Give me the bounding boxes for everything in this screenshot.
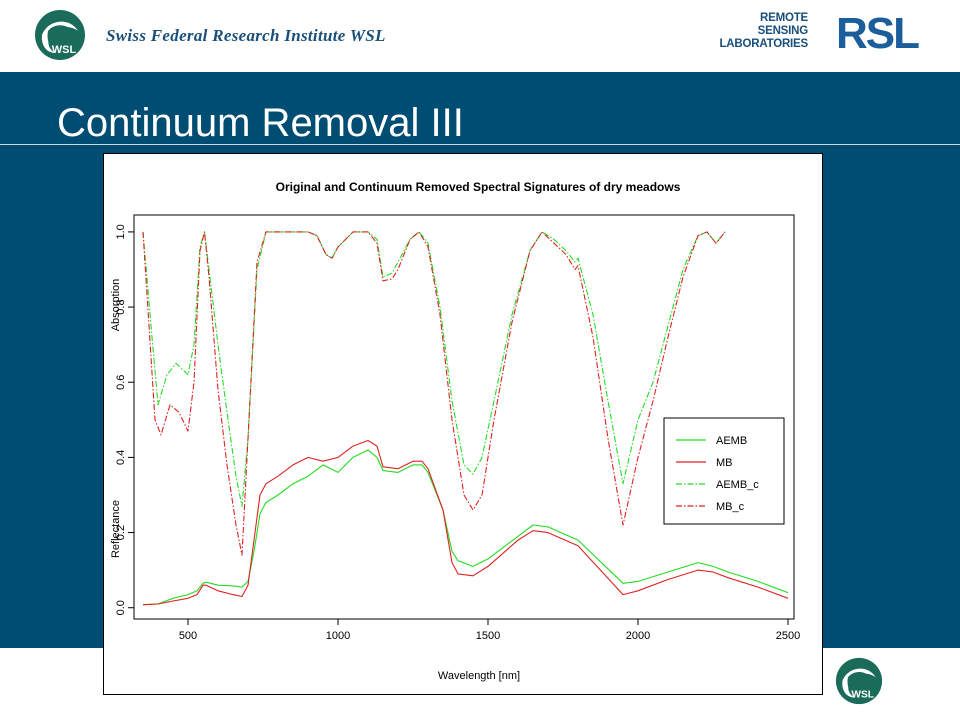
y-tick-label: 1.0: [115, 224, 127, 239]
y-axis-label-reflectance: Reflectance: [110, 500, 122, 558]
legend-label: AEMB: [716, 435, 747, 447]
y-tick-label: 0.0: [115, 600, 127, 615]
series-line-aemb-c: [142, 231, 726, 507]
wsl-logo-bottom-icon: WSL: [835, 657, 883, 705]
legend-label: MB_c: [716, 501, 745, 513]
y-tick-label: 0.8: [115, 299, 127, 314]
rsl-logo: REMOTE SENSING LABORATORIES RSL: [719, 9, 936, 58]
institute-name: Swiss Federal Research Institute WSL: [106, 26, 386, 45]
series-line-mb-c: [142, 231, 726, 556]
x-tick-label: 1000: [326, 630, 350, 642]
y-tick-label: 0.4: [115, 450, 127, 465]
rsl-logo-words: REMOTE SENSING LABORATORIES: [719, 12, 808, 51]
x-axis: 500 1000 1500 2000 2500: [179, 619, 800, 642]
x-tick-label: 2000: [626, 630, 650, 642]
legend-label: AEMB_c: [716, 479, 759, 491]
plot-area: [133, 214, 795, 620]
svg-text:WSL: WSL: [851, 690, 874, 701]
series-line-aemb: [142, 449, 789, 606]
x-tick-label: 2500: [776, 630, 800, 642]
legend-label: MB: [716, 457, 733, 469]
wsl-logo-icon: WSL: [35, 10, 85, 60]
series-lines: [142, 231, 789, 606]
rsl-logo-letters: RSL: [836, 9, 920, 58]
y-axis-label-absorption: Absorption: [110, 279, 122, 332]
chart-figure: Original and Continuum Removed Spectral …: [103, 153, 823, 695]
rsl-word-laboratories: LABORATORIES: [719, 38, 808, 50]
y-axis: 0.0 0.2 0.4 0.6 0.8 1.0: [115, 224, 134, 615]
slide-header: WSL Swiss Federal Research Institute WSL…: [0, 0, 960, 72]
rsl-word-remote: REMOTE: [760, 12, 808, 24]
x-tick-label: 500: [179, 630, 197, 642]
y-tick-label: 0.6: [115, 375, 127, 390]
series-line-mb: [142, 439, 789, 606]
chart-title: Original and Continuum Removed Spectral …: [276, 180, 681, 194]
chart-legend: AEMB MB AEMB_c MB_c: [663, 417, 785, 525]
svg-text:WSL: WSL: [52, 44, 77, 56]
rsl-word-sensing: SENSING: [757, 25, 809, 37]
x-tick-label: 1500: [476, 630, 500, 642]
title-rule: [0, 144, 960, 145]
slide-title: Continuum Removal III: [57, 101, 464, 145]
y-tick-label: 0.2: [115, 525, 127, 540]
spectral-chart: Original and Continuum Removed Spectral …: [110, 180, 800, 682]
x-axis-label: Wavelength [nm]: [438, 670, 520, 682]
